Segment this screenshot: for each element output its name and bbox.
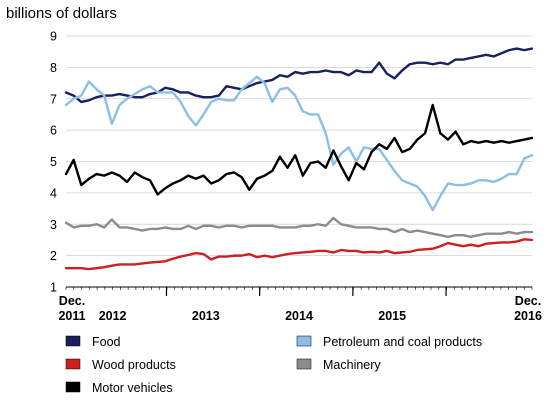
y-tick-label: 4: [50, 186, 57, 200]
x-tick-label: 2012: [99, 309, 127, 323]
y-tick-label: 8: [50, 61, 57, 75]
y-axis-unit-label: billions of dollars: [6, 5, 117, 22]
x-tick-label: 2015: [378, 309, 406, 323]
series-line-food: [64, 47, 534, 104]
x-tick-label: 2016: [514, 309, 542, 323]
legend-label-petroleum-and-coal-products: Petroleum and coal products: [323, 335, 482, 349]
series-line-petroleum-and-coal-products: [64, 75, 534, 212]
y-tick-label: 2: [50, 249, 57, 263]
y-tick-label: 5: [50, 155, 57, 169]
y-tick-label: 9: [50, 30, 57, 44]
legend-swatch-motor-vehicles: [65, 381, 81, 393]
gridlines: [66, 35, 532, 257]
series-line-machinery: [64, 216, 534, 239]
series-line-wood-products: [64, 238, 534, 271]
legend-label-motor-vehicles: Motor vehicles: [92, 381, 173, 395]
x-tick-label: 2014: [285, 309, 313, 323]
legend-label-food: Food: [92, 335, 121, 349]
y-tick-label: 6: [50, 124, 57, 138]
x-tick-label: Dec.: [515, 294, 541, 308]
legend-swatch-machinery: [296, 358, 312, 370]
legend-swatch-petroleum-and-coal-products: [296, 335, 312, 347]
legend-swatch-wood-products: [65, 358, 81, 370]
legend-swatch-food: [65, 335, 81, 347]
legend: Food Petroleum and coal products Wood prod…: [65, 335, 482, 395]
y-tick-label: 7: [50, 92, 57, 106]
x-tick-label: 2011: [58, 309, 85, 323]
series-line-motor-vehicles: [64, 103, 534, 196]
legend-label-machinery: Machinery: [323, 358, 381, 372]
legend-label-wood-products: Wood products: [92, 358, 176, 372]
y-tick-label: 3: [50, 218, 57, 232]
y-tick-label: 1: [50, 281, 57, 295]
series-lines: [64, 47, 534, 271]
x-tick-label: Dec.: [59, 294, 85, 308]
x-tick-label: 2013: [192, 309, 220, 323]
